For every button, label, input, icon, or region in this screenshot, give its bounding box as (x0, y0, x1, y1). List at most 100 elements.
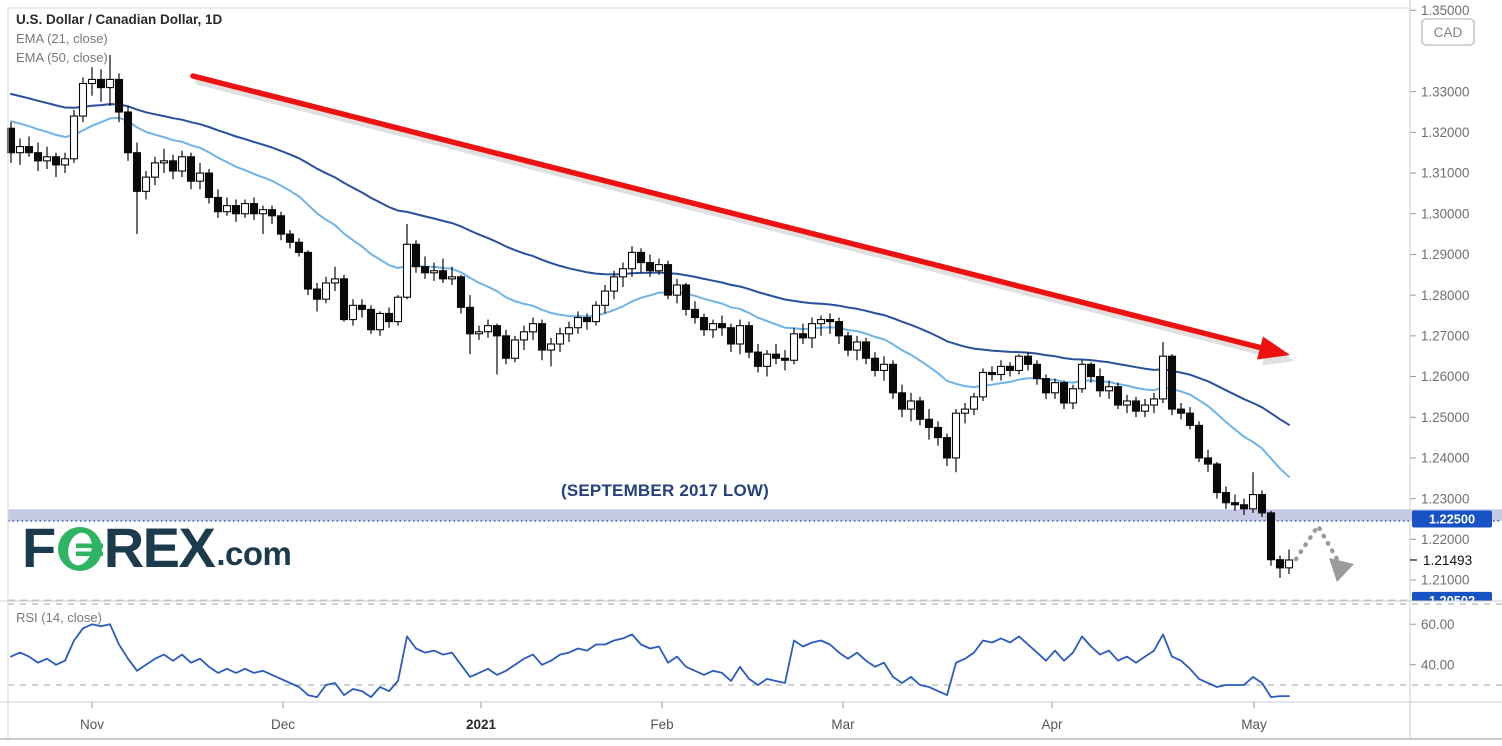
candle-body-up (1104, 386, 1114, 392)
candle-body-up (105, 78, 115, 89)
candles-group[interactable] (6, 55, 1294, 579)
candle-body-up (528, 323, 538, 333)
candle-body-up (42, 156, 52, 162)
rsi-axis[interactable]: 60.00 40.00 (1410, 617, 1455, 673)
candle-body-up (735, 325, 745, 345)
candle-body-down (645, 262, 655, 272)
candle-body-down (276, 215, 286, 235)
candle-body-down (1176, 408, 1186, 414)
candle-body-up (1050, 382, 1060, 394)
candle-body-up (1158, 355, 1168, 400)
candle-body-down (1086, 363, 1096, 378)
candle-body-up (69, 115, 79, 160)
candle-body-up (429, 270, 439, 274)
candle-body-up (816, 319, 826, 325)
currency-badge[interactable] (1421, 18, 1475, 46)
ema50-legend-label[interactable]: EMA (50, close) (16, 50, 108, 65)
candle-body-up (159, 160, 169, 164)
candle-body-down (456, 276, 466, 308)
time-axis-label-apr: Apr (1041, 717, 1063, 732)
candle-body-down (942, 437, 952, 459)
logo-o-icon (57, 527, 103, 571)
current-price-label: 1.21493 (1423, 553, 1472, 568)
candle-body-up (969, 396, 979, 410)
symbol-title[interactable]: U.S. Dollar / Canadian Dollar, 1D (16, 12, 223, 27)
candle-body-down (1032, 363, 1042, 380)
candle-body-down (1113, 386, 1123, 406)
candle-body-up (402, 243, 412, 298)
candle-body-up (978, 371, 988, 398)
candle-body-down (1041, 378, 1051, 394)
candle-body-down (357, 304, 367, 310)
time-axis-label-mar: Mar (831, 717, 855, 732)
price-axis[interactable]: 1.35000 1.33000 1.32000 1.31000 1.30000 1.290… (1410, 3, 1469, 588)
candle-body-down (825, 319, 835, 323)
candle-body-down (1131, 400, 1141, 412)
price-axis-label: 1.25000 (1421, 410, 1469, 425)
candle-body-down (285, 233, 295, 243)
logo-letter-f: F (22, 516, 56, 579)
candle-body-down (1167, 355, 1177, 410)
candle-body-down (339, 278, 349, 321)
candle-body-down (582, 316, 592, 323)
candle-body-down (915, 400, 925, 420)
ema21-legend-label[interactable]: EMA (21, close) (16, 31, 108, 46)
candle-body-up (141, 176, 151, 192)
candle-body-down (33, 152, 43, 162)
candle-body-up (600, 290, 610, 306)
ema21-line[interactable] (10, 116, 1290, 478)
currency-badge-label: CAD (1434, 25, 1463, 40)
candle-body-up (240, 203, 250, 215)
candle-body-down (771, 353, 781, 359)
candle-body-up (177, 156, 187, 172)
candle-body-up (591, 304, 601, 323)
price-level-badge: 1.20502 (1412, 591, 1492, 601)
candle-body-up (375, 312, 385, 331)
candle-body-down (1095, 375, 1105, 392)
candle-body-up (87, 78, 97, 85)
candle-body-down (690, 308, 700, 319)
candle-body-down (798, 333, 808, 339)
candle-body-down (717, 323, 727, 329)
candle-body-down (1212, 463, 1222, 494)
candle-body-up (618, 268, 628, 278)
candle-body-up (150, 162, 160, 178)
time-axis[interactable]: Nov Dec 2021 Feb Mar Apr May (80, 702, 1267, 732)
candle-body-down (663, 264, 673, 296)
candle-body-up (672, 284, 682, 296)
candle-body-up (564, 327, 574, 335)
candle-body-down (51, 156, 61, 166)
candle-body-up (879, 363, 889, 371)
candle-body-up (996, 365, 1006, 376)
time-axis-label-nov: Nov (80, 717, 104, 732)
candle-body-down (843, 335, 853, 351)
candle-body-up (1149, 398, 1159, 406)
candle-body-up (78, 82, 88, 117)
candle-body-down (411, 243, 421, 268)
candle-body-up (807, 323, 817, 339)
candle-body-down (213, 196, 223, 213)
candle-body-down (1194, 424, 1204, 459)
candle-body-down (24, 146, 34, 154)
candle-body-up (960, 408, 970, 414)
rsi-legend-label[interactable]: RSI (14, close) (16, 610, 102, 625)
candle-body-down (1203, 457, 1213, 465)
candle-body-up (195, 172, 205, 182)
candle-body-up (708, 323, 718, 331)
candle-body-up (1077, 363, 1087, 390)
candle-body-up (1140, 404, 1150, 412)
candle-body-down (303, 251, 313, 290)
price-axis-label: 1.35000 (1421, 3, 1469, 18)
candle-body-down (6, 127, 16, 154)
candle-body-down (681, 284, 691, 310)
candle-body-down (987, 371, 997, 376)
price-axis-label: 1.31000 (1421, 166, 1469, 181)
candle-body-down (366, 308, 376, 331)
time-axis-label-may: May (1241, 717, 1267, 732)
candle-body-up (447, 276, 457, 280)
candle-body-up (627, 251, 637, 270)
candle-body-down (1230, 502, 1240, 506)
rsi-line[interactable] (10, 623, 1290, 698)
